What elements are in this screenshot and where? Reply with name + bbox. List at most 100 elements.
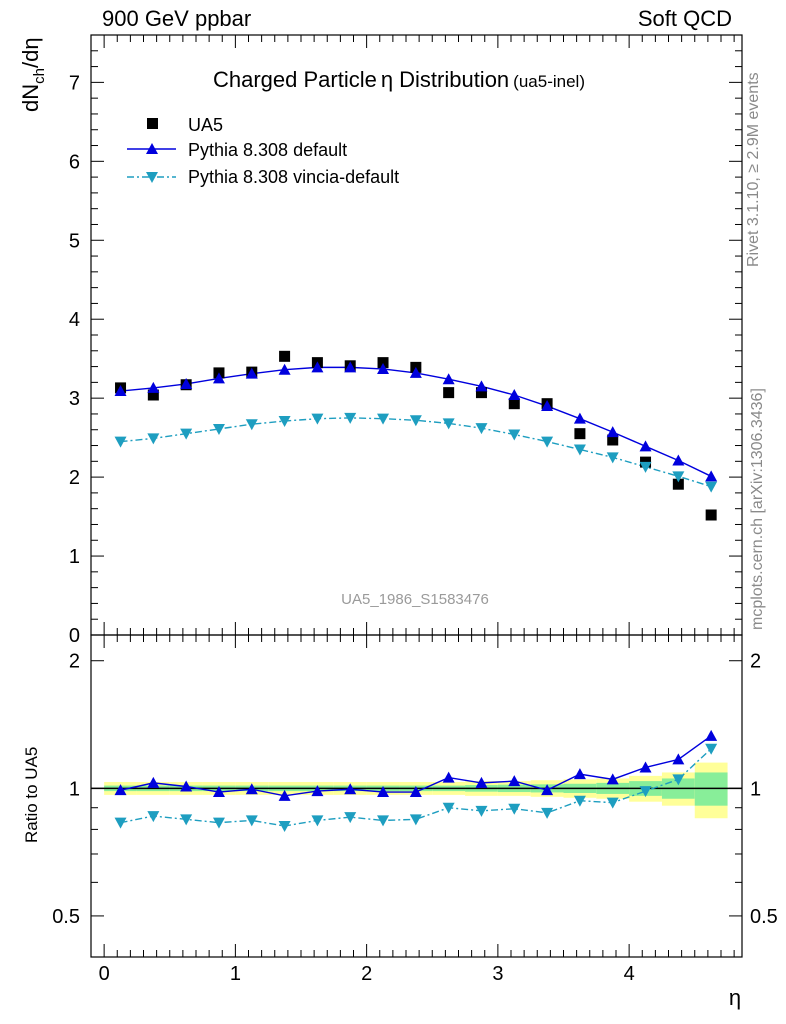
axis-ticks xyxy=(91,34,742,958)
y-tick-label-main: 1 xyxy=(69,546,80,568)
point-triangle-down xyxy=(508,429,521,441)
y-tick-label-main: 7 xyxy=(69,72,80,94)
y-tick-label-ratio: 1 xyxy=(69,778,80,800)
header-left: 900 GeV ppbar xyxy=(102,6,252,31)
y-axis-label-ratio: Ratio to UA5 xyxy=(22,747,41,843)
tick-labels: 0 1 2 3 4 0 1 2 3 4 5 6 7 0.5 0.5 1 1 2 2 xyxy=(52,72,778,985)
point-square xyxy=(377,357,389,369)
chart-title: Charged Particle η Distribution (ua5-inel) xyxy=(213,67,585,92)
ratio-point-triangle-down xyxy=(475,805,488,817)
ratio-point-triangle-down xyxy=(180,814,193,826)
ratio-point-triangle-up xyxy=(114,784,127,796)
ratio-point-triangle-up xyxy=(639,761,652,773)
point-triangle-down xyxy=(311,413,324,425)
point-triangle-down xyxy=(639,461,652,473)
ratio-point-triangle-up xyxy=(311,785,324,797)
ratio-point-triangle-down xyxy=(672,774,685,786)
ratio-point-triangle-down xyxy=(245,815,258,827)
point-square xyxy=(705,509,717,521)
point-triangle-up xyxy=(573,412,586,424)
point-triangle-down xyxy=(344,412,357,424)
main-lines xyxy=(120,366,712,488)
point-square xyxy=(607,434,619,446)
ratio-point-triangle-down xyxy=(344,812,357,824)
ratio-point-triangle-down xyxy=(573,795,586,807)
point-square xyxy=(574,428,586,440)
point-triangle-up xyxy=(377,362,390,374)
point-triangle-up xyxy=(180,377,193,389)
legend-marker-vincia xyxy=(146,172,158,183)
data-markers xyxy=(114,350,718,832)
y-tick-label-ratio-right: 0.5 xyxy=(750,906,778,928)
point-triangle-down xyxy=(606,452,619,464)
point-triangle-down xyxy=(245,419,258,431)
point-triangle-up xyxy=(475,380,488,392)
y-axis-label-main: dNch/dη xyxy=(18,37,48,112)
ratio-point-triangle-up xyxy=(606,773,619,785)
ratio-point-triangle-up xyxy=(508,775,521,787)
point-triangle-down xyxy=(278,416,291,428)
point-triangle-down xyxy=(573,444,586,456)
y-tick-label-main: 3 xyxy=(69,388,80,410)
point-square xyxy=(475,387,487,399)
ratio-point-triangle-down xyxy=(442,802,455,814)
ratio-point-triangle-up xyxy=(377,786,390,798)
point-square xyxy=(672,478,684,490)
ratio-point-triangle-up xyxy=(344,783,357,795)
point-triangle-up xyxy=(147,381,160,393)
point-square xyxy=(508,398,520,410)
x-tick-label: 4 xyxy=(624,963,635,985)
point-triangle-down xyxy=(442,418,455,430)
ratio-point-triangle-down xyxy=(541,807,554,819)
ratio-point-triangle-down xyxy=(278,820,291,832)
header-right: Soft QCD xyxy=(637,6,732,31)
point-triangle-up xyxy=(672,454,685,466)
x-tick-label: 0 xyxy=(99,963,110,985)
ratio-point-triangle-up xyxy=(212,786,225,798)
y-tick-label-main: 5 xyxy=(69,230,80,252)
point-triangle-up xyxy=(508,389,521,400)
point-triangle-up xyxy=(606,426,619,438)
point-triangle-up xyxy=(278,363,291,375)
ratio-point-triangle-up xyxy=(278,789,291,801)
ratio-point-triangle-down xyxy=(639,786,652,798)
ratio-point-triangle-up xyxy=(180,780,193,792)
point-triangle-down xyxy=(114,436,127,448)
watermark: UA5_1986_S1583476 xyxy=(341,591,489,608)
ratio-point-triangle-up xyxy=(245,783,258,795)
point-square xyxy=(279,350,291,362)
y-tick-label-ratio-right: 2 xyxy=(750,651,761,673)
point-triangle-down xyxy=(541,436,554,448)
point-triangle-down xyxy=(672,471,685,483)
point-triangle-down xyxy=(212,423,225,435)
x-axis-label: η xyxy=(729,985,741,1010)
ratio-point-triangle-up xyxy=(475,776,488,788)
ratio-point-triangle-down xyxy=(377,815,390,827)
ratio-point-triangle-up xyxy=(705,729,718,741)
point-triangle-up xyxy=(344,361,357,373)
y-tick-label-ratio: 2 xyxy=(69,651,80,673)
point-triangle-down xyxy=(705,481,718,493)
ratio-point-triangle-up xyxy=(672,753,685,765)
ratio-point-triangle-up xyxy=(442,771,455,783)
point-square xyxy=(443,387,455,399)
ratio-point-triangle-up xyxy=(541,784,554,796)
legend: UA5 Pythia 8.308 default Pythia 8.308 vi… xyxy=(127,115,399,187)
y-tick-label-main: 4 xyxy=(69,309,80,331)
legend-marker-default xyxy=(146,143,158,154)
point-triangle-down xyxy=(377,413,390,425)
ratio-point-triangle-down xyxy=(311,815,324,827)
ratio-point-triangle-down xyxy=(606,797,619,809)
y-tick-label-ratio-right: 1 xyxy=(750,778,761,800)
point-triangle-down xyxy=(475,423,488,435)
ratio-frame xyxy=(90,634,743,958)
point-triangle-up xyxy=(409,366,422,378)
ratio-point-triangle-up xyxy=(147,776,160,788)
ratio-point-triangle-down xyxy=(212,817,225,829)
point-triangle-up xyxy=(442,373,455,385)
point-triangle-up xyxy=(114,385,127,397)
x-tick-label: 2 xyxy=(361,963,372,985)
point-triangle-down xyxy=(409,415,422,427)
ratio-point-triangle-down xyxy=(409,814,422,826)
